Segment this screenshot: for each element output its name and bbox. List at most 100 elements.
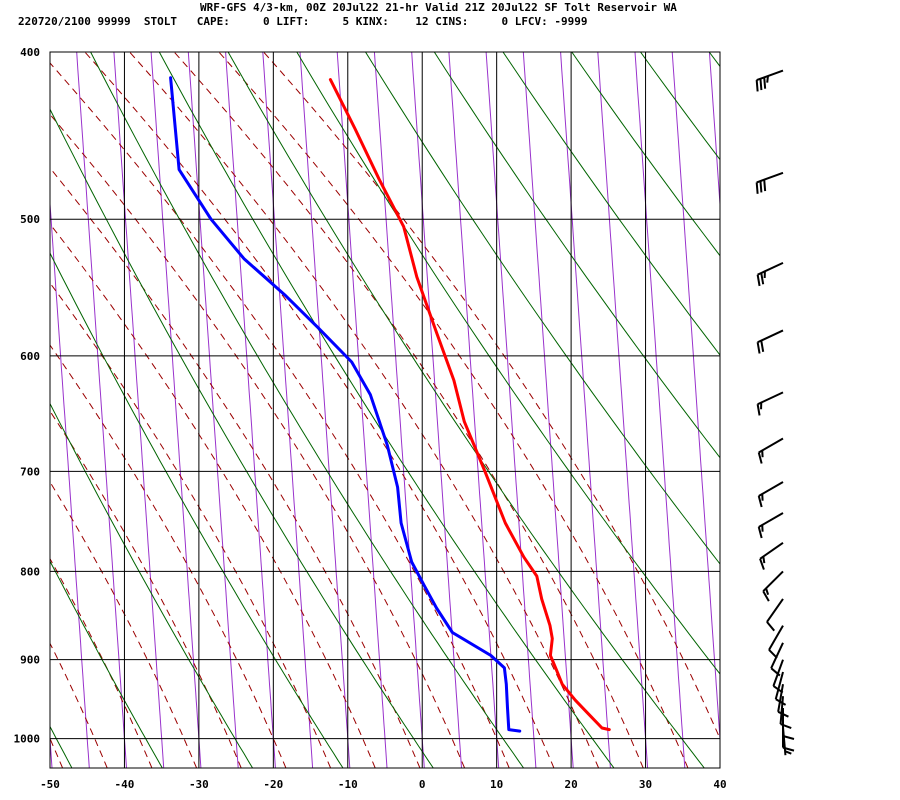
barb-feather	[755, 79, 759, 92]
wind-barb	[759, 541, 784, 570]
dry-adiabat-line	[50, 252, 344, 768]
y-tick-label: 1000	[14, 733, 41, 746]
mixing-ratio-line	[50, 197, 90, 768]
dry-adiabat-line	[365, 52, 720, 565]
mixing-ratio-line	[560, 52, 611, 768]
dry-adiabat-line	[502, 52, 720, 356]
mixing-ratio-line	[411, 52, 462, 768]
barb-feather	[756, 342, 761, 354]
y-tick-label: 800	[20, 565, 40, 578]
dry-adiabat-line	[50, 560, 163, 768]
barb-staff	[757, 329, 784, 344]
barb-feather	[762, 590, 770, 602]
x-tick-label: 0	[419, 778, 426, 791]
dewpoint-profile	[169, 76, 522, 733]
wind-barb	[762, 570, 784, 602]
moist-adiabat-line	[218, 52, 689, 768]
tick-labels: 400 500 600 700 800 900 1000 -50 -40 -30 -20 -10 0 10…	[14, 46, 727, 791]
y-tick-label: 600	[20, 350, 40, 363]
wind-barb	[757, 512, 784, 539]
barb-staff	[757, 261, 784, 276]
barb-staff	[759, 541, 784, 560]
moist-adiabat-line	[50, 344, 287, 768]
mixing-ratio-line	[299, 52, 351, 768]
barb-feather	[757, 526, 763, 539]
mixing-ratio-line	[76, 52, 127, 768]
moist-adiabat-line	[263, 52, 720, 740]
barb-feather	[756, 274, 761, 287]
mixing-ratio-line	[671, 52, 720, 747]
moist-adiabat-line	[50, 223, 376, 768]
moist-adiabat-line	[50, 481, 198, 768]
wind-barbs	[755, 69, 795, 756]
barb-staff	[777, 684, 784, 712]
wind-barb	[756, 261, 784, 287]
temperature-profile	[328, 78, 611, 732]
moist-adiabat-line	[50, 557, 153, 768]
barb-feather	[759, 180, 763, 193]
barb-feather	[766, 75, 769, 83]
sounding-stats: 220720/2100 99999 STOLT CAPE: 0 LIFT: 5 …	[18, 15, 588, 28]
moist-adiabat-line	[50, 642, 108, 768]
barb-staff	[756, 171, 784, 184]
mixing-ratio-line	[373, 52, 425, 768]
dry-adiabat-line	[778, 52, 900, 768]
mixing-ratio-line	[187, 52, 239, 768]
dry-adiabat-line	[708, 52, 720, 68]
plot-frame	[49, 51, 721, 769]
barb-staff	[770, 642, 784, 669]
dry-adiabat-line	[158, 52, 615, 768]
barb-feather	[760, 340, 765, 352]
moist-adiabat-line	[50, 410, 242, 768]
wind-barb	[768, 625, 784, 659]
barb-staff	[762, 570, 784, 592]
barb-staff	[756, 69, 784, 82]
barb-feather	[757, 452, 763, 464]
barb-feather	[755, 182, 759, 194]
x-tick-label: 20	[564, 778, 577, 791]
mixing-ratio-line	[225, 52, 276, 768]
grid-lines	[50, 51, 720, 768]
x-tick-label: -20	[263, 778, 283, 791]
mixing-ratio-line	[113, 52, 165, 768]
chart-title: WRF-GFS 4/3-km, 00Z 20Jul22 21-hr Valid …	[200, 1, 677, 14]
wind-barb	[782, 727, 792, 756]
wind-barb	[756, 391, 784, 416]
barb-staff	[782, 727, 787, 756]
moist-adiabat-line	[50, 113, 466, 768]
wind-barb	[756, 329, 784, 354]
sounding-profiles	[169, 76, 611, 733]
mixing-ratio-line	[747, 52, 797, 768]
mixing-ratio-line	[262, 52, 314, 768]
x-tick-label: -10	[338, 778, 358, 791]
barb-feather	[784, 750, 792, 755]
mixing-ratio-line	[0, 52, 15, 768]
barb-feather	[765, 588, 770, 596]
mixing-ratio-line	[634, 52, 686, 768]
barb-feather	[757, 495, 763, 508]
dry-adiabat-line	[50, 108, 434, 768]
barb-staff	[766, 598, 784, 623]
wind-barb	[757, 481, 784, 508]
wind-barb	[770, 642, 784, 677]
wind-barb	[755, 171, 784, 194]
moist-adiabat-line	[50, 282, 332, 768]
moist-adiabat-line	[50, 167, 421, 768]
barb-feather	[760, 272, 765, 285]
barb-feather	[759, 78, 763, 91]
dry-adiabat-line	[571, 52, 720, 257]
barb-feather	[763, 77, 767, 89]
moist-adiabat-line	[84, 52, 555, 768]
barb-staff	[758, 481, 784, 497]
barb-feather	[766, 621, 775, 632]
x-tick-label: -50	[40, 778, 60, 791]
dry-adiabat-line	[50, 402, 254, 768]
barb-staff	[774, 671, 784, 700]
mixing-ratio-line	[150, 52, 202, 768]
x-tick-label: 30	[639, 778, 652, 791]
moist-adiabat-line	[50, 62, 510, 768]
barb-feather	[782, 735, 795, 740]
dry-adiabat-line	[847, 52, 900, 768]
barb-feather	[759, 558, 765, 570]
